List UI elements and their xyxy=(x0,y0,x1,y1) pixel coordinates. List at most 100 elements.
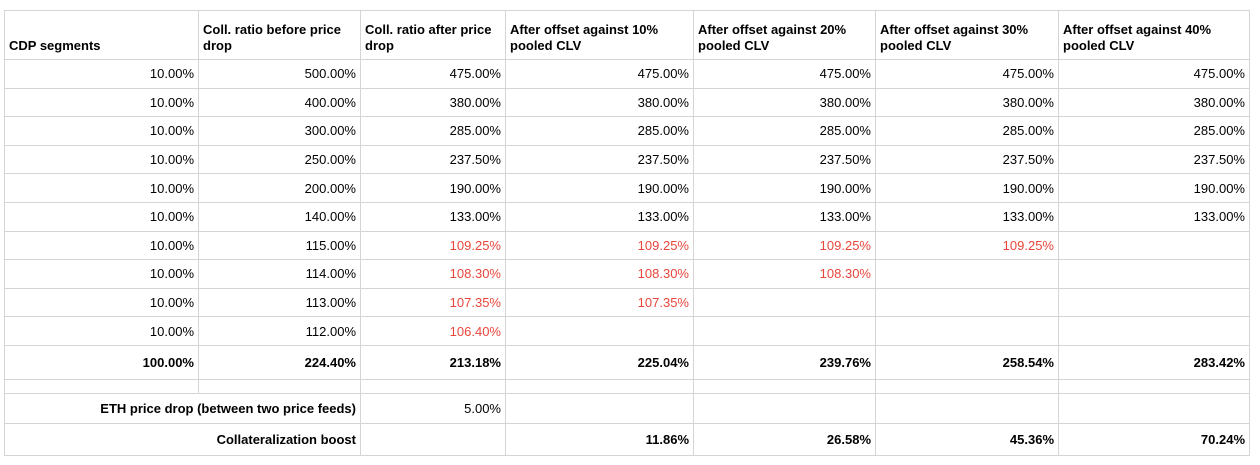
value-cell[interactable]: 10.00% xyxy=(4,259,199,289)
value-cell[interactable]: 285.00% xyxy=(1058,116,1250,146)
value-cell[interactable]: 475.00% xyxy=(875,59,1059,89)
value-cell[interactable]: 475.00% xyxy=(505,59,694,89)
col-header-offset-10[interactable]: After offset against 10% pooled CLV xyxy=(505,10,694,60)
value-cell[interactable]: 475.00% xyxy=(360,59,506,89)
value-cell[interactable]: 109.25% xyxy=(360,230,506,261)
value-cell[interactable]: 380.00% xyxy=(505,87,694,118)
empty-cell[interactable] xyxy=(4,378,199,394)
value-cell[interactable]: 380.00% xyxy=(1058,87,1250,118)
empty-cell[interactable] xyxy=(693,287,876,318)
totals-offset-20[interactable]: 239.76% xyxy=(693,344,876,380)
empty-cell[interactable] xyxy=(1058,259,1250,289)
empty-cell[interactable] xyxy=(875,316,1059,346)
value-cell[interactable]: 109.25% xyxy=(505,230,694,261)
value-cell[interactable]: 133.00% xyxy=(1058,201,1250,232)
col-header-offset-20[interactable]: After offset against 20% pooled CLV xyxy=(693,10,876,60)
value-cell[interactable]: 285.00% xyxy=(360,116,506,146)
empty-cell[interactable] xyxy=(198,378,361,394)
value-cell[interactable]: 500.00% xyxy=(198,59,361,89)
collateralization-boost-label[interactable]: Collateralization boost xyxy=(4,422,361,456)
value-cell[interactable]: 108.30% xyxy=(505,259,694,289)
empty-cell[interactable] xyxy=(1058,392,1250,424)
empty-cell[interactable] xyxy=(1058,316,1250,346)
value-cell[interactable]: 114.00% xyxy=(198,259,361,289)
col-header-coll-ratio-before[interactable]: Coll. ratio before price drop xyxy=(198,10,361,60)
value-cell[interactable]: 475.00% xyxy=(1058,59,1250,89)
boost-value-20[interactable]: 26.58% xyxy=(693,422,876,456)
value-cell[interactable]: 106.40% xyxy=(360,316,506,346)
totals-offset-30[interactable]: 258.54% xyxy=(875,344,1059,380)
value-cell[interactable]: 107.35% xyxy=(505,287,694,318)
totals-coll-ratio-after[interactable]: 213.18% xyxy=(360,344,506,380)
value-cell[interactable]: 107.35% xyxy=(360,287,506,318)
value-cell[interactable]: 285.00% xyxy=(693,116,876,146)
boost-value-30[interactable]: 45.36% xyxy=(875,422,1059,456)
totals-coll-ratio-before[interactable]: 224.40% xyxy=(198,344,361,380)
value-cell[interactable]: 237.50% xyxy=(875,144,1059,175)
col-header-offset-30[interactable]: After offset against 30% pooled CLV xyxy=(875,10,1059,60)
empty-cell[interactable] xyxy=(875,392,1059,424)
empty-cell[interactable] xyxy=(1058,230,1250,261)
col-header-coll-ratio-after[interactable]: Coll. ratio after price drop xyxy=(360,10,506,60)
value-cell[interactable]: 10.00% xyxy=(4,59,199,89)
value-cell[interactable]: 190.00% xyxy=(875,173,1059,203)
empty-cell[interactable] xyxy=(505,316,694,346)
boost-value-40[interactable]: 70.24% xyxy=(1058,422,1250,456)
value-cell[interactable]: 109.25% xyxy=(875,230,1059,261)
value-cell[interactable]: 10.00% xyxy=(4,230,199,261)
col-header-cdp-segments[interactable]: CDP segments xyxy=(4,10,199,60)
empty-cell[interactable] xyxy=(505,378,694,394)
empty-cell[interactable] xyxy=(360,378,506,394)
eth-price-drop-value[interactable]: 5.00% xyxy=(360,392,506,424)
value-cell[interactable]: 109.25% xyxy=(693,230,876,261)
value-cell[interactable]: 380.00% xyxy=(693,87,876,118)
empty-cell[interactable] xyxy=(693,316,876,346)
value-cell[interactable]: 380.00% xyxy=(875,87,1059,118)
empty-cell[interactable] xyxy=(1058,378,1250,394)
eth-price-drop-label[interactable]: ETH price drop (between two price feeds) xyxy=(4,392,361,424)
col-header-offset-40[interactable]: After offset against 40% pooled CLV xyxy=(1058,10,1250,60)
empty-cell[interactable] xyxy=(693,392,876,424)
value-cell[interactable]: 190.00% xyxy=(505,173,694,203)
value-cell[interactable]: 10.00% xyxy=(4,87,199,118)
value-cell[interactable]: 237.50% xyxy=(360,144,506,175)
value-cell[interactable]: 113.00% xyxy=(198,287,361,318)
value-cell[interactable]: 380.00% xyxy=(360,87,506,118)
value-cell[interactable]: 10.00% xyxy=(4,116,199,146)
value-cell[interactable]: 112.00% xyxy=(198,316,361,346)
value-cell[interactable]: 237.50% xyxy=(505,144,694,175)
value-cell[interactable]: 108.30% xyxy=(693,259,876,289)
totals-cdp-segments[interactable]: 100.00% xyxy=(4,344,199,380)
empty-cell[interactable] xyxy=(693,378,876,394)
value-cell[interactable]: 133.00% xyxy=(505,201,694,232)
empty-cell[interactable] xyxy=(1058,287,1250,318)
value-cell[interactable]: 285.00% xyxy=(505,116,694,146)
value-cell[interactable]: 10.00% xyxy=(4,173,199,203)
value-cell[interactable]: 108.30% xyxy=(360,259,506,289)
totals-offset-10[interactable]: 225.04% xyxy=(505,344,694,380)
boost-value-10[interactable]: 11.86% xyxy=(505,422,694,456)
value-cell[interactable]: 400.00% xyxy=(198,87,361,118)
value-cell[interactable]: 237.50% xyxy=(1058,144,1250,175)
value-cell[interactable]: 133.00% xyxy=(360,201,506,232)
value-cell[interactable]: 250.00% xyxy=(198,144,361,175)
value-cell[interactable]: 10.00% xyxy=(4,201,199,232)
value-cell[interactable]: 10.00% xyxy=(4,144,199,175)
value-cell[interactable]: 115.00% xyxy=(198,230,361,261)
value-cell[interactable]: 140.00% xyxy=(198,201,361,232)
value-cell[interactable]: 133.00% xyxy=(693,201,876,232)
value-cell[interactable]: 237.50% xyxy=(693,144,876,175)
value-cell[interactable]: 475.00% xyxy=(693,59,876,89)
empty-cell[interactable] xyxy=(875,378,1059,394)
empty-cell[interactable] xyxy=(360,422,506,456)
value-cell[interactable]: 133.00% xyxy=(875,201,1059,232)
value-cell[interactable]: 10.00% xyxy=(4,287,199,318)
value-cell[interactable]: 200.00% xyxy=(198,173,361,203)
totals-offset-40[interactable]: 283.42% xyxy=(1058,344,1250,380)
value-cell[interactable]: 300.00% xyxy=(198,116,361,146)
empty-cell[interactable] xyxy=(505,392,694,424)
value-cell[interactable]: 10.00% xyxy=(4,316,199,346)
empty-cell[interactable] xyxy=(875,287,1059,318)
value-cell[interactable]: 285.00% xyxy=(875,116,1059,146)
value-cell[interactable]: 190.00% xyxy=(360,173,506,203)
